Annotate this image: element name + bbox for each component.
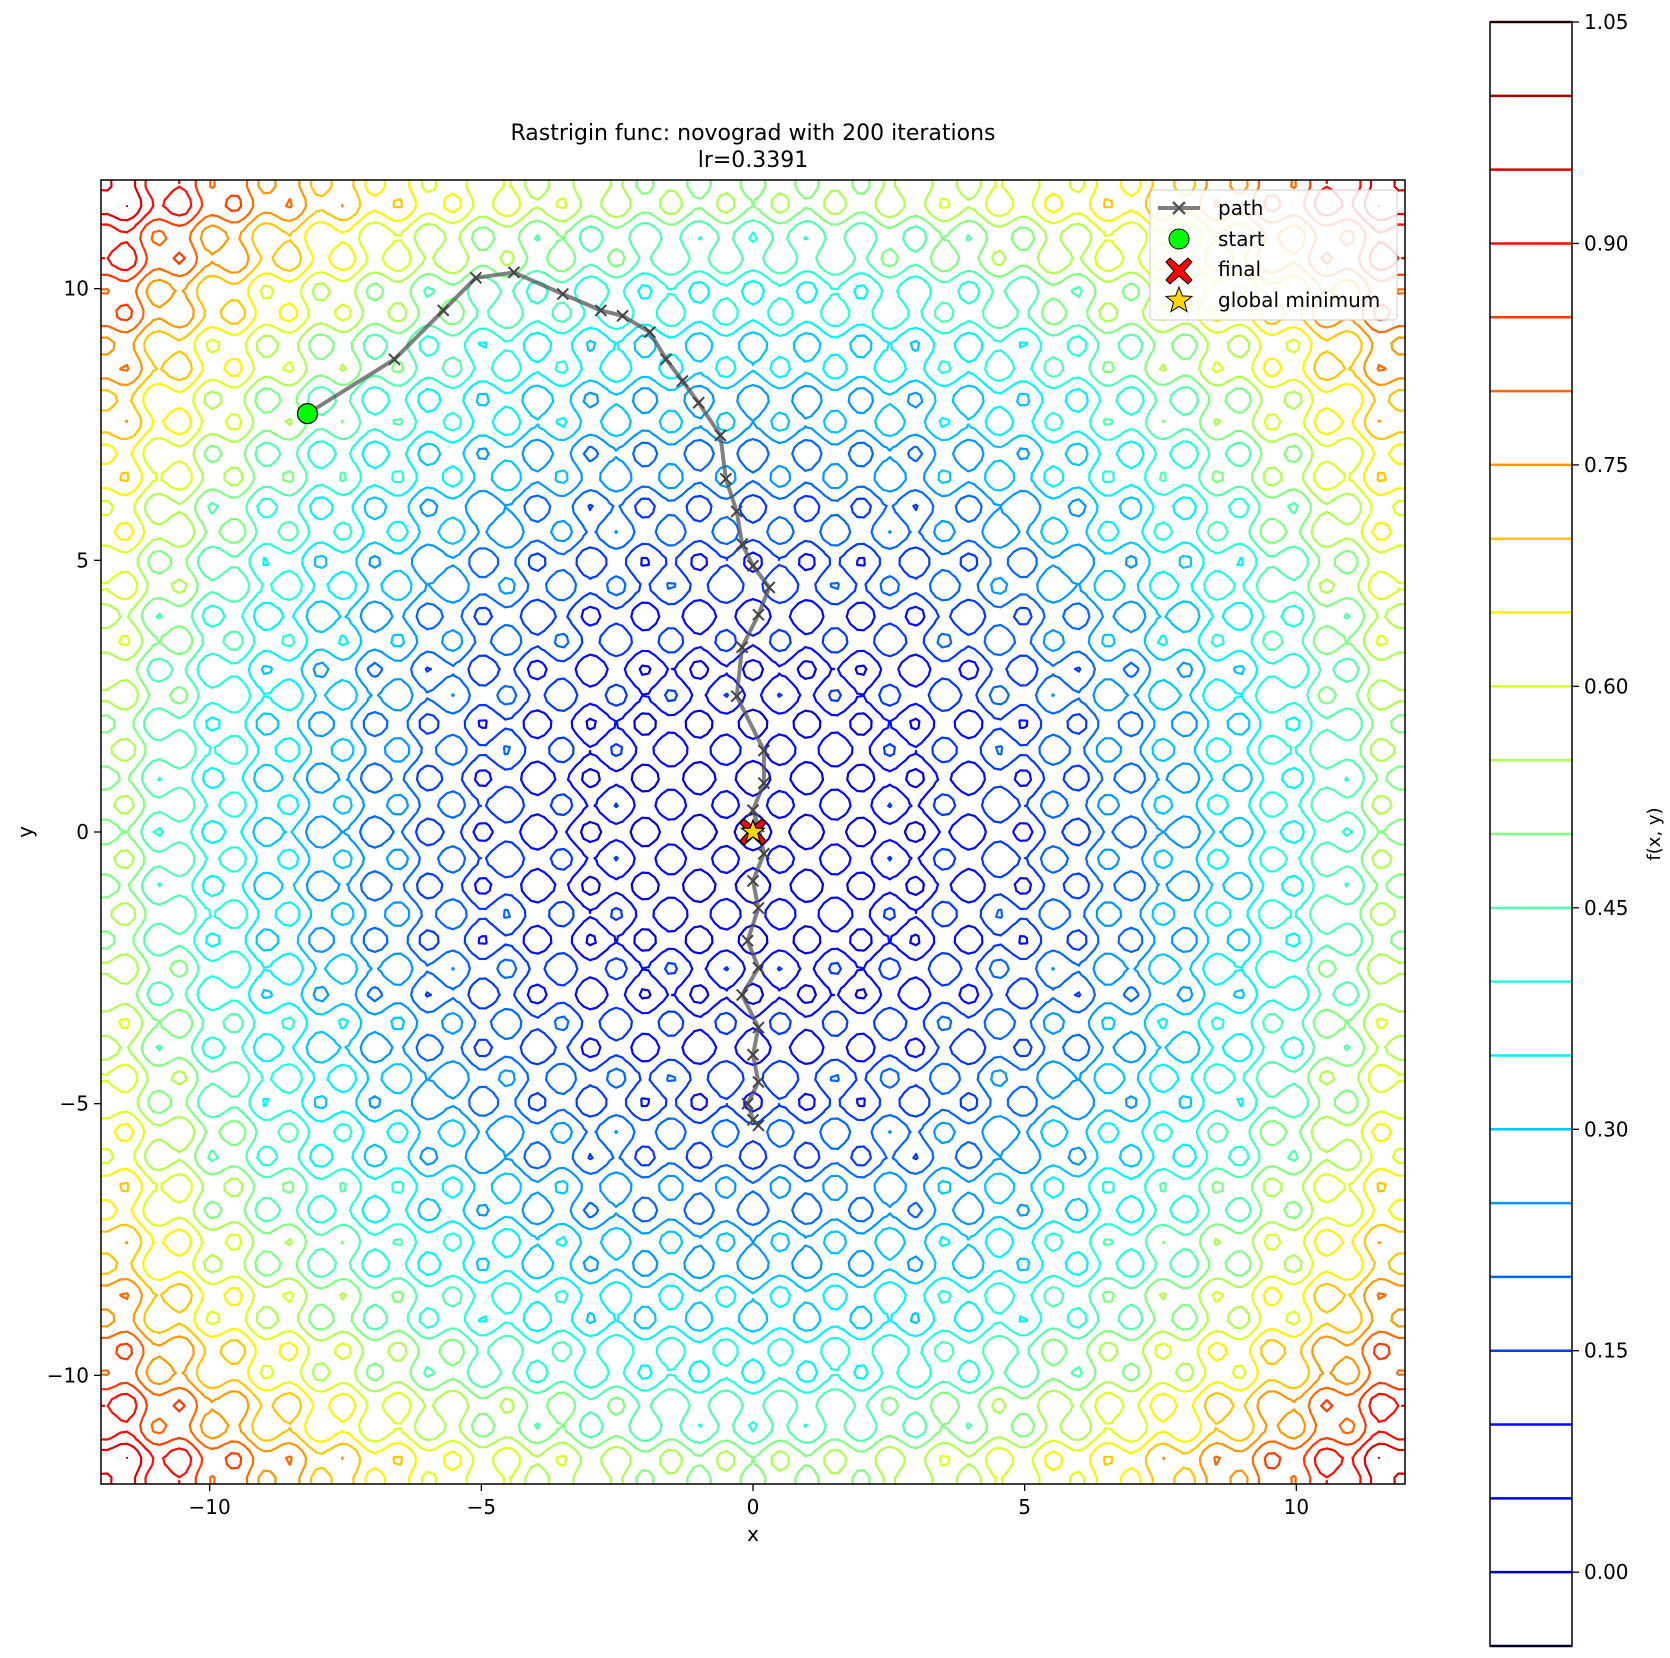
contour-level [152, 231, 1354, 1433]
contour-level [304, 383, 1202, 1281]
path-point [735, 537, 749, 551]
x-axis: −10 −5 0 5 10 [189, 1484, 1309, 1519]
contour-level [101, 180, 1405, 1484]
legend-label-start: start [1218, 227, 1265, 251]
colorbar-tick-label: 0.30 [1584, 1117, 1629, 1141]
legend-start-marker [1168, 228, 1190, 250]
y-tick-label: −5 [60, 1092, 89, 1116]
contour-level [579, 658, 927, 1006]
path-point [616, 309, 629, 323]
y-tick-label: 10 [64, 277, 89, 301]
path-point [735, 988, 749, 1002]
legend-path-marker [1158, 201, 1200, 215]
y-tick-label: 0 [76, 820, 89, 844]
path-point [676, 374, 689, 388]
colorbar: 0.00 0.15 0.30 0.45 0.60 0.75 0.90 1.05 f(x, y) [1489, 10, 1665, 1648]
path-point [752, 961, 765, 975]
path-point [659, 353, 673, 366]
contour-level [252, 331, 1254, 1333]
path-point [714, 429, 727, 442]
start-marker [296, 403, 319, 425]
legend-label-path: path [1218, 196, 1263, 220]
legend-label-global-minimum: global minimum [1218, 288, 1380, 312]
contour-level [414, 493, 1092, 1171]
colorbar-ticks: 0.00 0.15 0.30 0.45 0.60 0.75 0.90 1.05 [1572, 10, 1629, 1584]
path-point [752, 1075, 765, 1089]
colorbar-tick-label: 0.15 [1584, 1339, 1629, 1363]
y-axis: −10 −5 0 5 10 [47, 277, 101, 1387]
path-point [746, 1048, 760, 1061]
contour-level [359, 438, 1147, 1226]
path-point [757, 744, 771, 757]
x-tick-label: 5 [1018, 1495, 1031, 1519]
legend-box [1149, 189, 1398, 321]
path-point [746, 559, 760, 572]
colorbar-label: f(x, y) [1644, 807, 1665, 860]
colorbar-tick-label: 0.90 [1584, 231, 1629, 255]
path-point [735, 641, 749, 654]
legend: path start final global minimum [1149, 189, 1398, 321]
global-minimum-marker [739, 818, 767, 844]
path-point [730, 505, 743, 518]
path-point [741, 1097, 754, 1110]
path-point [692, 396, 705, 409]
path-point [757, 776, 771, 790]
y-tick-label: −10 [47, 1363, 89, 1387]
colorbar-tick-label: 0.45 [1584, 896, 1629, 920]
colorbar-frame [1489, 21, 1573, 1647]
legend-global-minimum-marker [1164, 285, 1194, 313]
x-tick-label: 10 [1284, 1495, 1309, 1519]
contour-level [201, 280, 1305, 1384]
path-point [556, 287, 570, 301]
path-point [746, 874, 760, 888]
path-point [741, 934, 754, 947]
chart-title: Rastrigin func: novograd with 200 iterat… [510, 121, 995, 146]
colorbar-tick-label: 1.05 [1584, 10, 1629, 34]
x-axis-label: x [747, 1522, 759, 1546]
x-tick-label: −10 [189, 1495, 231, 1519]
trajectory [296, 266, 776, 1132]
path-point [437, 304, 450, 317]
colorbar-tick-label: 0.00 [1584, 1560, 1629, 1584]
colorbar-tick-label: 0.60 [1584, 674, 1629, 698]
path-point [757, 847, 771, 860]
contour-level [101, 180, 1405, 1484]
contour-plot [101, 180, 1405, 1484]
path-point [752, 1021, 765, 1034]
colorbar-tick-label: 0.75 [1584, 453, 1629, 477]
path-point [594, 304, 608, 317]
x-tick-label: −5 [467, 1495, 496, 1519]
path-point [507, 266, 521, 279]
path-point [643, 325, 656, 339]
x-tick-label: 0 [747, 1495, 760, 1519]
legend-label-final: final [1218, 257, 1261, 281]
path-point [469, 271, 483, 285]
path-point [719, 472, 733, 486]
path-point [763, 581, 776, 594]
path-point [752, 901, 765, 915]
legend-final-marker [1165, 257, 1193, 285]
y-tick-label: 5 [76, 548, 89, 572]
path-point [746, 804, 760, 817]
contour-level [472, 551, 1034, 1113]
y-axis-label: y [13, 826, 37, 838]
path-point [752, 608, 765, 621]
path-point [388, 353, 401, 366]
colorbar-lines [1490, 20, 1572, 1648]
chart-subtitle: lr=0.3391 [698, 148, 809, 173]
contour-level [101, 180, 1405, 1484]
path-point [730, 689, 743, 703]
path-point [752, 1119, 765, 1132]
